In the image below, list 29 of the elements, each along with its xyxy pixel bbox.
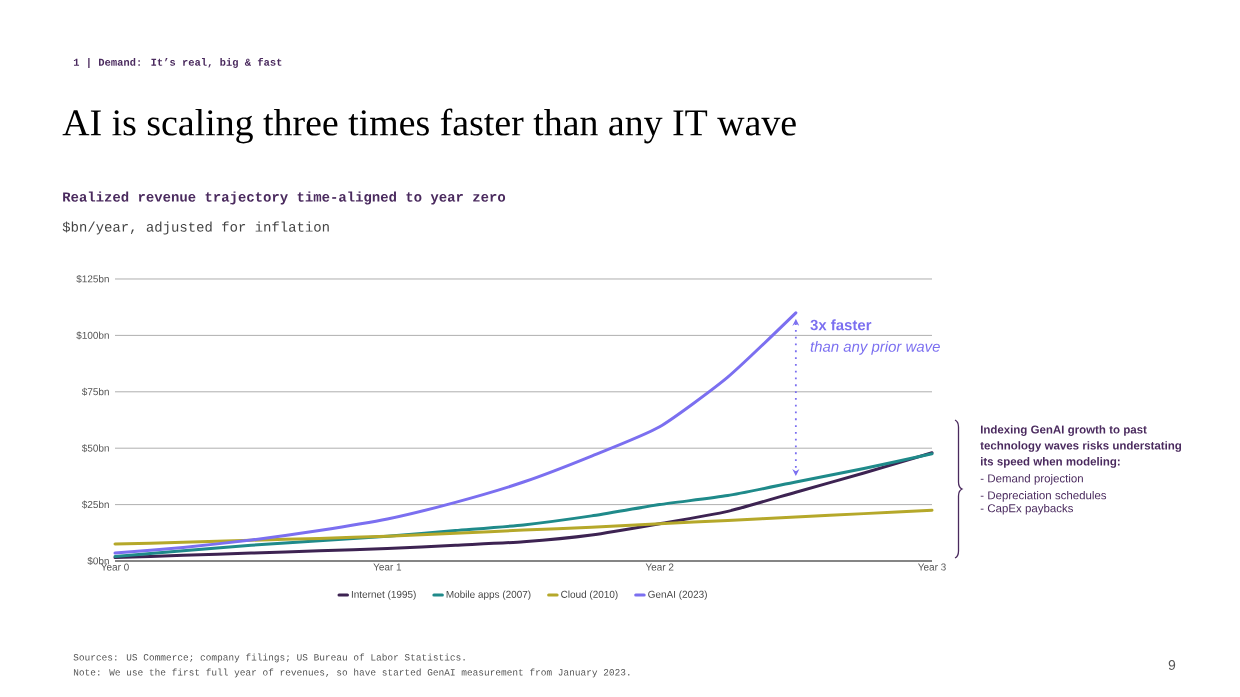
text: Indexing GenAI growth to past technology waves risks understating its speed when modeling:: [980, 425, 1182, 468]
chart-subtitle: Realized revenue trajectory time-aligned to year zero: [63, 191, 506, 205]
y-tick-label: $75bn: [81, 387, 109, 396]
source-note: Sources: US Commerce; company filings; US Bureau of Labor Statistics.: [73, 653, 465, 663]
legend-label: Mobile apps (2007): [446, 590, 531, 600]
annotation: 3x faster: [810, 319, 872, 331]
legend-label: Internet (1995): [351, 590, 416, 600]
x-tick-label: Year 3: [918, 563, 946, 571]
x-tick-label: Year 2: [645, 563, 674, 571]
line-series: [113, 311, 798, 555]
y-axis-title: $bn/year, adjusted for inflation: [62, 221, 329, 235]
annotation: than any prior wave: [810, 340, 940, 355]
text: 9: [1168, 660, 1176, 670]
text: 1 | Demand: It’s real, big & fast: [73, 57, 282, 69]
y-tick-label: $125bn: [76, 274, 109, 284]
y-tick-label: $50bn: [81, 444, 109, 453]
y-tick-label: $25bn: [81, 500, 109, 509]
legend-label: GenAI (2023): [648, 590, 707, 600]
y-tick-label: $100bn: [76, 331, 109, 340]
text: - Demand projection: [980, 474, 1083, 485]
y-tick-label: $0bn: [87, 556, 109, 566]
text: - CapEx paybacks: [980, 503, 1074, 515]
legend-label: Cloud (2010): [561, 590, 618, 600]
text: - Depreciation schedules: [980, 490, 1107, 502]
x-tick-label: Year 0: [101, 563, 129, 571]
text: Note: We use the first full year of revenues, so have started GenAI measurement from January 2023.: [73, 668, 630, 678]
x-tick-label: Year 1: [373, 563, 402, 571]
chart-title: AI is scaling three times faster than any IT wave: [62, 108, 796, 144]
line-series: [113, 508, 934, 546]
